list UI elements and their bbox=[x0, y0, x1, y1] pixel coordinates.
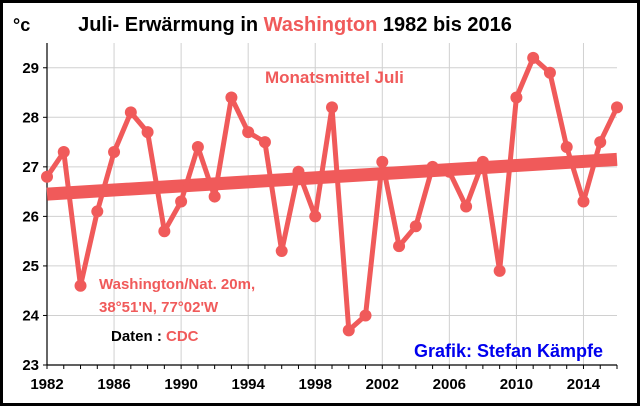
series-label: Monatsmittel Juli bbox=[265, 68, 404, 87]
trend-layer bbox=[46, 152, 618, 201]
chart-title: Juli- Erwärmung in Washington 1982 bis 2… bbox=[78, 14, 512, 36]
series-point bbox=[359, 309, 372, 322]
y-unit-label: °c bbox=[13, 15, 30, 35]
series-point bbox=[225, 91, 238, 104]
y-tick-label: 27 bbox=[22, 159, 39, 176]
x-tick-label: 2002 bbox=[366, 376, 399, 393]
source-label: Daten : CDC bbox=[111, 328, 199, 345]
axes bbox=[43, 43, 618, 369]
series-point bbox=[426, 160, 439, 173]
series-point bbox=[74, 279, 87, 292]
series-point bbox=[326, 101, 338, 114]
title-part-3: 1982 bis 2016 bbox=[377, 14, 512, 36]
series-point bbox=[594, 136, 607, 149]
credit-label: Grafik: Stefan Kämpfe bbox=[414, 341, 603, 361]
series-point bbox=[124, 106, 137, 119]
series-point bbox=[158, 225, 171, 238]
y-tick-label: 26 bbox=[22, 208, 39, 225]
series-point bbox=[175, 195, 188, 208]
series-point bbox=[275, 245, 288, 258]
trend-line bbox=[46, 152, 618, 201]
x-tick-label: 2014 bbox=[567, 376, 601, 393]
x-tick-label: 1990 bbox=[164, 376, 197, 393]
title-part-1: Juli- Erwärmung in bbox=[78, 14, 264, 36]
x-tick-label: 1998 bbox=[299, 376, 332, 393]
tick-labels: 23 24 25 26 27 28 29 1982 1986 1990 1994 1998 2002 20… bbox=[22, 60, 600, 393]
series-point bbox=[191, 141, 204, 154]
y-tick-label: 25 bbox=[22, 258, 39, 275]
station-label-line1: Washington/Nat. 20m, bbox=[99, 276, 255, 293]
series-point bbox=[560, 141, 573, 154]
series-point bbox=[476, 155, 489, 168]
series-point bbox=[393, 240, 406, 253]
series-point bbox=[577, 195, 590, 208]
source-name: CDC bbox=[166, 328, 199, 345]
series-point bbox=[41, 170, 53, 183]
x-tick-label: 1986 bbox=[97, 376, 130, 393]
chart-svg: Juli- Erwärmung in Washington 1982 bis 2… bbox=[13, 14, 623, 393]
y-tick-label: 23 bbox=[22, 357, 39, 374]
series-point bbox=[141, 126, 154, 139]
y-tick-label: 24 bbox=[22, 307, 39, 324]
series-point bbox=[342, 324, 355, 337]
series-point bbox=[543, 66, 556, 79]
series-point bbox=[443, 165, 456, 178]
series-point bbox=[493, 264, 506, 277]
series-point bbox=[527, 51, 540, 64]
series-layer bbox=[41, 51, 623, 337]
station-label-line2: 38°51'N, 77°02'W bbox=[99, 299, 219, 316]
series-point bbox=[460, 200, 473, 213]
y-tick-label: 29 bbox=[22, 60, 39, 77]
series-point bbox=[409, 220, 422, 233]
grid bbox=[46, 43, 617, 366]
x-tick-label: 1994 bbox=[231, 376, 265, 393]
series-point bbox=[309, 210, 322, 223]
series-point bbox=[292, 165, 305, 178]
x-tick-label: 2006 bbox=[433, 376, 466, 393]
series-point bbox=[611, 101, 623, 114]
series-point bbox=[258, 136, 271, 149]
series-point bbox=[242, 126, 255, 139]
series-point bbox=[376, 155, 389, 168]
series-point bbox=[208, 190, 221, 203]
series-point bbox=[91, 205, 104, 218]
x-tick-label: 2010 bbox=[500, 376, 533, 393]
series-point bbox=[57, 145, 70, 158]
source-prefix: Daten : bbox=[111, 328, 166, 345]
series-point bbox=[108, 145, 121, 158]
series-point bbox=[510, 91, 523, 104]
title-highlight: Washington bbox=[264, 14, 378, 36]
x-tick-label: 1982 bbox=[30, 376, 63, 393]
y-tick-label: 28 bbox=[22, 109, 39, 126]
